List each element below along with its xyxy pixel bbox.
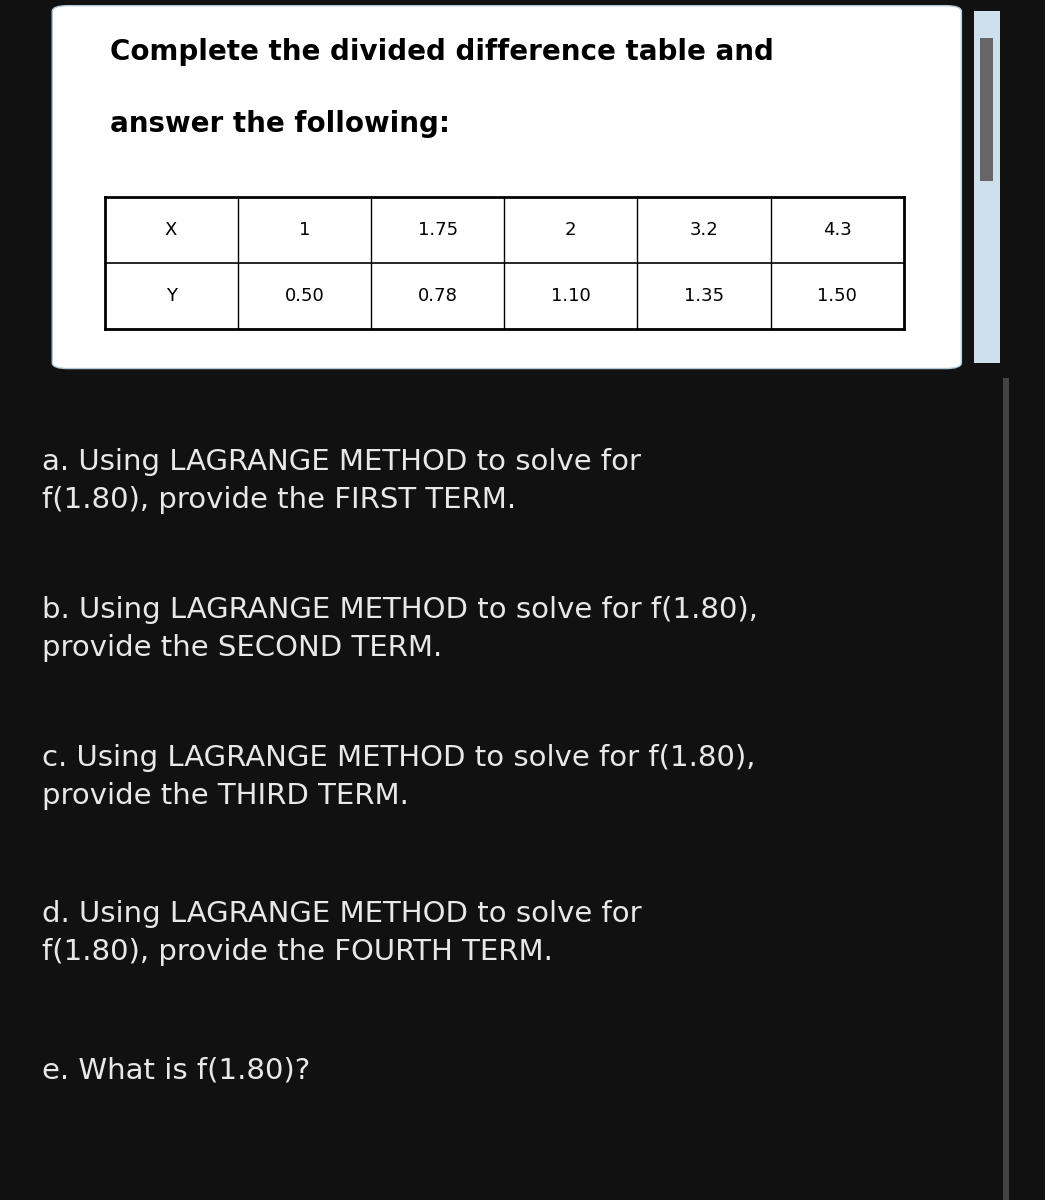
Text: c. Using LAGRANGE METHOD to solve for f(1.80),
provide the THIRD TERM.: c. Using LAGRANGE METHOD to solve for f(… — [42, 744, 756, 810]
Bar — [974, 11, 1000, 362]
Text: 3.2: 3.2 — [690, 221, 719, 239]
Text: d. Using LAGRANGE METHOD to solve for
f(1.80), provide the FOURTH TERM.: d. Using LAGRANGE METHOD to solve for f(… — [42, 900, 642, 966]
FancyBboxPatch shape — [52, 6, 961, 368]
Text: a. Using LAGRANGE METHOD to solve for
f(1.80), provide the FIRST TERM.: a. Using LAGRANGE METHOD to solve for f(… — [42, 448, 641, 514]
Text: 1.35: 1.35 — [684, 287, 724, 305]
Text: 2: 2 — [565, 221, 577, 239]
Text: Complete the divided difference table and: Complete the divided difference table an… — [110, 37, 773, 66]
Text: 4.3: 4.3 — [822, 221, 852, 239]
Text: b. Using LAGRANGE METHOD to solve for f(1.80),
provide the SECOND TERM.: b. Using LAGRANGE METHOD to solve for f(… — [42, 596, 758, 661]
Text: 1.10: 1.10 — [551, 287, 590, 305]
Text: 1: 1 — [299, 221, 310, 239]
Bar — [980, 37, 993, 181]
Text: answer the following:: answer the following: — [110, 109, 449, 138]
Text: 0.78: 0.78 — [418, 287, 458, 305]
Bar — [1003, 378, 1009, 1200]
Text: e. What is f(1.80)?: e. What is f(1.80)? — [42, 1056, 310, 1084]
Text: X: X — [165, 221, 178, 239]
Text: 1.50: 1.50 — [817, 287, 857, 305]
Text: 0.50: 0.50 — [284, 287, 324, 305]
Text: Y: Y — [165, 287, 177, 305]
Text: 1.75: 1.75 — [418, 221, 458, 239]
